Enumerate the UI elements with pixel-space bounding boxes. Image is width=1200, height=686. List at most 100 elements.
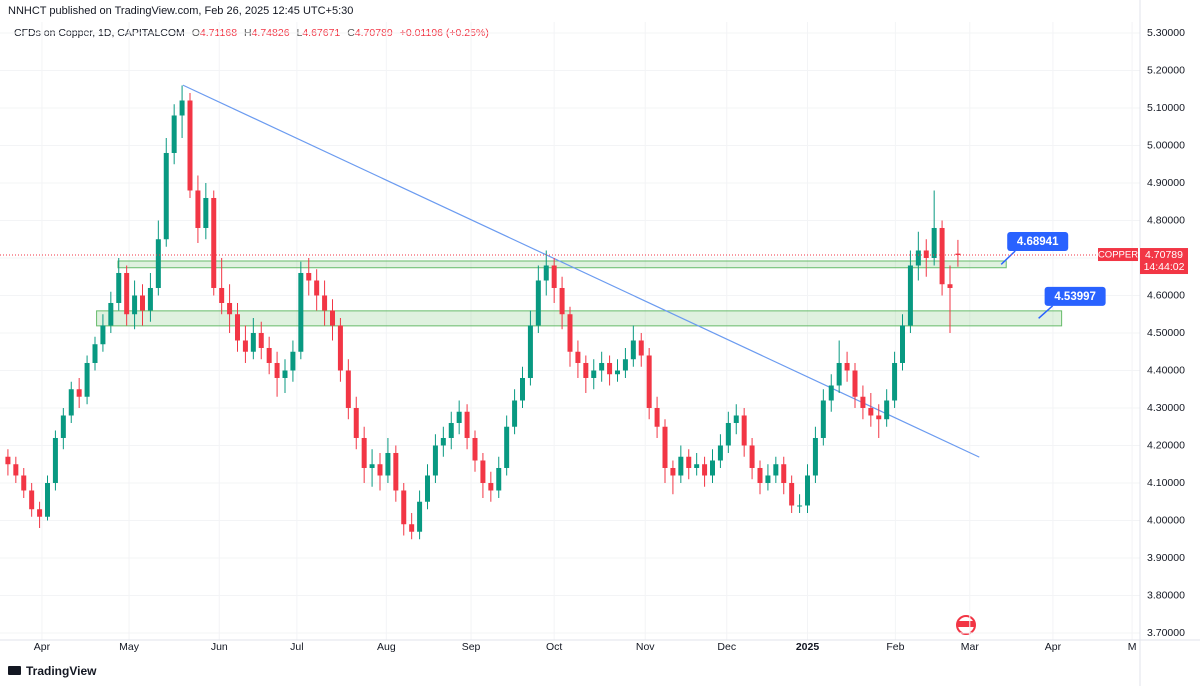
x-tick-label: Mar xyxy=(961,641,980,653)
icon-ring xyxy=(956,615,976,635)
candle-body xyxy=(448,422,454,438)
logo-icon xyxy=(8,666,21,675)
y-tick-label: 4.30000 xyxy=(1147,402,1185,414)
candle-body xyxy=(290,351,296,371)
y-tick-label: 3.70000 xyxy=(1147,627,1185,639)
candle-body xyxy=(512,400,518,427)
candle-body xyxy=(298,272,304,352)
candle-body xyxy=(607,362,613,375)
candle-body xyxy=(377,464,383,476)
candle-body xyxy=(694,464,700,468)
candle-body xyxy=(702,464,708,476)
x-tick-label: Apr xyxy=(34,641,51,653)
candle-body xyxy=(615,370,620,375)
candle-body xyxy=(60,415,66,438)
x-tick-label: Jun xyxy=(211,641,228,653)
candle-body xyxy=(440,437,446,446)
candle-body xyxy=(725,422,731,446)
candle-body xyxy=(749,445,755,468)
candle-body xyxy=(13,464,19,476)
candle-body xyxy=(805,475,810,506)
y-tick-label: 5.00000 xyxy=(1147,139,1185,151)
candle-body xyxy=(765,475,771,483)
candle-body xyxy=(401,490,407,525)
candle-body xyxy=(496,467,502,491)
candle-body xyxy=(472,437,478,461)
brand-logo: TradingView xyxy=(8,664,97,678)
x-tick-label: Feb xyxy=(886,641,904,653)
x-tick-label: Dec xyxy=(717,641,736,653)
y-tick-label: 4.90000 xyxy=(1147,177,1185,189)
candle-body xyxy=(195,190,201,228)
candle-body xyxy=(464,411,470,438)
zone xyxy=(117,260,1007,269)
candle-body xyxy=(21,475,27,491)
plot xyxy=(0,22,1140,640)
candle-body xyxy=(337,325,343,371)
candle-body xyxy=(187,100,193,191)
countdown: 14:44:02 xyxy=(1144,261,1185,273)
candle-body xyxy=(670,467,676,476)
candle-body xyxy=(306,272,312,281)
candle-body xyxy=(250,332,256,352)
x-tick-label: 2025 xyxy=(796,641,820,653)
candle-body xyxy=(630,340,636,360)
candle-body xyxy=(171,115,177,153)
candle-body xyxy=(266,347,272,363)
candle-body xyxy=(322,295,328,311)
candle-body xyxy=(662,426,668,468)
candle-body xyxy=(330,310,335,326)
y-tick-label: 4.00000 xyxy=(1147,514,1185,526)
brand: TradingView xyxy=(26,664,97,678)
candle-body xyxy=(900,325,905,363)
candle-body xyxy=(591,370,597,378)
zone xyxy=(96,310,1063,327)
candle-body xyxy=(741,415,747,446)
candle-body xyxy=(132,295,138,315)
candle-body xyxy=(551,265,557,288)
price-box xyxy=(1140,248,1188,275)
candle-body xyxy=(781,464,787,483)
candle-body xyxy=(860,396,866,408)
candle-body xyxy=(163,152,169,240)
replay-icon xyxy=(956,615,976,635)
candle-body xyxy=(710,460,715,476)
candle-body xyxy=(219,287,225,303)
candle-body xyxy=(654,407,660,427)
candle-body xyxy=(733,415,739,423)
candle-body xyxy=(844,362,850,371)
candle-body xyxy=(931,227,937,258)
candle-body xyxy=(812,437,818,476)
y-tick-label: 4.20000 xyxy=(1147,439,1185,451)
candle-body xyxy=(52,437,58,483)
candle-body xyxy=(108,302,114,326)
candle-body xyxy=(425,475,430,502)
y-tick-label: 4.50000 xyxy=(1147,327,1185,339)
candle-body xyxy=(45,482,50,517)
candle-body xyxy=(84,362,90,397)
y-tick-label: 5.30000 xyxy=(1147,27,1185,39)
x-tick-label: Oct xyxy=(546,641,562,653)
candle-body xyxy=(852,370,858,397)
callout-box xyxy=(1007,231,1069,251)
candle-body xyxy=(646,355,652,408)
candle-body xyxy=(520,377,525,401)
candle-body xyxy=(353,407,359,438)
x-tick-label: May xyxy=(119,641,140,653)
candle-body xyxy=(638,340,644,356)
candle-body xyxy=(393,452,399,491)
candle-body xyxy=(314,280,320,296)
candle-body xyxy=(456,411,462,423)
candle-body xyxy=(124,272,130,315)
candle-body xyxy=(140,295,145,311)
x-tick-label: Aug xyxy=(377,641,396,653)
callout-label: 4.53997 xyxy=(1054,291,1096,303)
candle-body xyxy=(757,467,763,483)
candle-body xyxy=(203,197,209,228)
candle-body xyxy=(282,370,288,378)
icon-bar xyxy=(958,621,974,627)
price-name: COPPER xyxy=(1098,250,1138,261)
candle-body xyxy=(29,490,35,510)
x-tick-label: M xyxy=(1128,641,1137,653)
